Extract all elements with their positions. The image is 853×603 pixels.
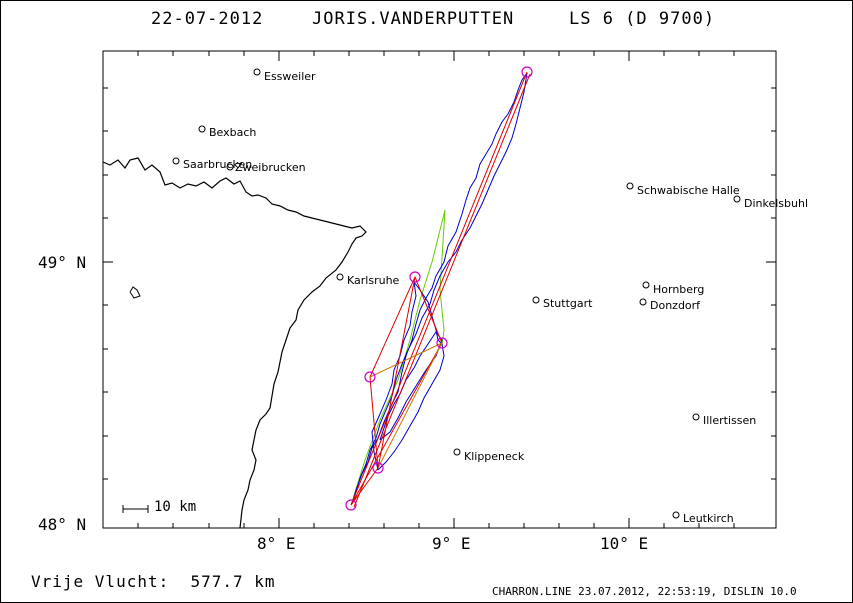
scale-label: 10 km <box>154 499 197 515</box>
town-label-stuttgart: Stuttgart <box>543 297 593 310</box>
engine-track <box>350 209 446 506</box>
flight-track-tertiary <box>379 331 443 441</box>
marker-illertissen <box>692 413 700 421</box>
plot-box <box>102 50 777 529</box>
marker-stuttgart <box>532 296 540 304</box>
lake-shape <box>129 286 141 299</box>
lon-label-10: 10° E <box>600 534 649 553</box>
marker-saarbrucken <box>172 157 180 165</box>
marker-hornberg <box>642 281 650 289</box>
lon-label-9: 9° E <box>432 534 471 553</box>
lat-label-49: 49° N <box>38 253 87 272</box>
marker-zweibrucken <box>226 163 234 171</box>
turnpoint-5 <box>436 337 448 349</box>
town-label-leutkirch: Leutkirch <box>683 512 734 525</box>
glider-type: LS 6 (D 9700) <box>569 9 716 29</box>
town-label-zweibrucken: Zweibrucken <box>235 161 306 174</box>
marker-karlsruhe <box>336 273 344 281</box>
town-label-donzdorf: Donzdorf <box>650 299 701 312</box>
town-label-essweiler: Essweiler <box>264 70 316 83</box>
credits-line: CHARRON.LINE 23.07.2012, 22:53:19, DISLI… <box>492 585 797 598</box>
town-markers <box>172 68 741 519</box>
turnpoint-start <box>345 499 357 511</box>
marker-essweiler <box>253 68 261 76</box>
flight-date: 22-07-2012 <box>151 9 264 29</box>
turnpoint-3 <box>364 371 376 383</box>
pilot-name: JORIS.VANDERPUTTEN <box>312 9 515 29</box>
scale-bar <box>122 505 149 513</box>
marker-klippeneck <box>453 448 461 456</box>
town-label-saarbrucken: Saarbrucken <box>183 158 253 171</box>
flight-track-secondary <box>371 281 445 471</box>
town-label-klippeneck: Klippeneck <box>464 450 525 463</box>
town-label-schwabische-halle: Schwabische Halle <box>637 184 740 197</box>
town-label-karlsruhe: Karlsruhe <box>347 274 400 287</box>
town-label-illertissen: Illertissen <box>703 414 757 427</box>
turnpoints <box>345 66 533 511</box>
marker-schwabische-halle <box>626 182 634 190</box>
turnpoint-finish <box>521 66 533 78</box>
task-legs <box>350 71 531 508</box>
lat-label-48: 48° N <box>38 515 87 534</box>
distance-summary: Vrije Vlucht: 577.7 km <box>31 572 276 591</box>
town-label-bexbach: Bexbach <box>209 126 257 139</box>
town-label-dinkelsbuhl: Dinkelsbuhl <box>744 197 809 210</box>
marker-bexbach <box>198 125 206 133</box>
turnpoint-4 <box>409 271 421 283</box>
turnpoint-2 <box>372 462 384 474</box>
axis-ticks <box>103 51 776 528</box>
flight-track <box>351 72 528 505</box>
marker-donzdorf <box>639 298 647 306</box>
marker-dinkelsbuhl <box>733 195 741 203</box>
lon-label-8: 8° E <box>257 534 296 553</box>
country-border <box>102 157 367 529</box>
marker-leutkirch <box>672 511 680 519</box>
town-label-hornberg: Hornberg <box>653 283 705 296</box>
